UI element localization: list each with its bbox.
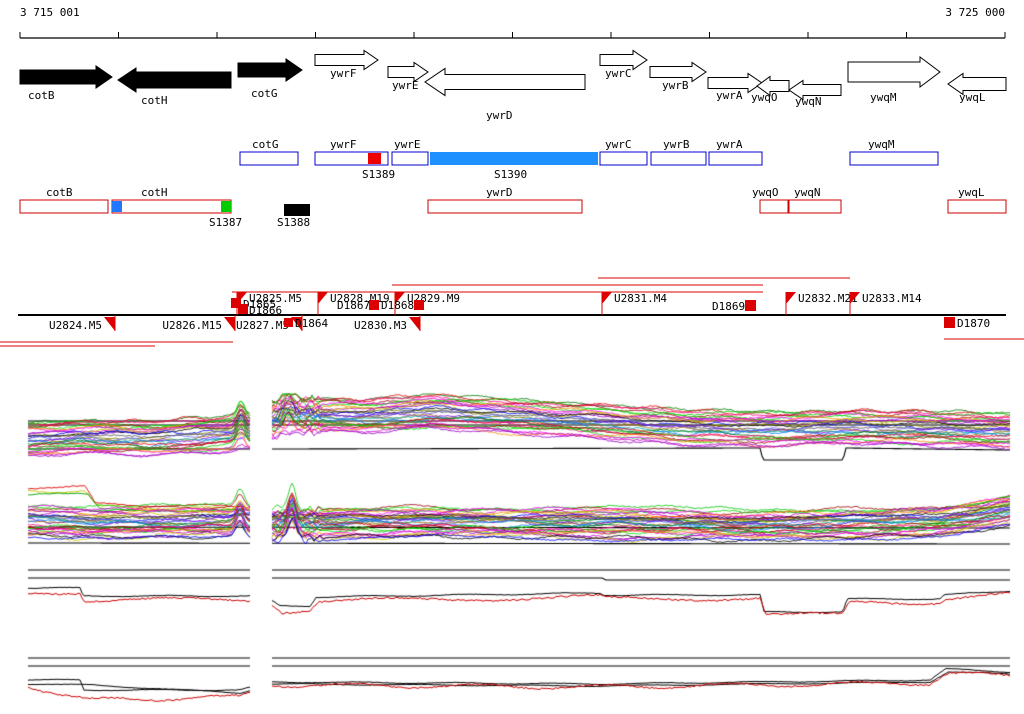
primer-flag-icon [104, 317, 115, 331]
gene-arrow-ywqN[interactable] [788, 79, 842, 101]
blue-probe-box-cotG[interactable] [239, 151, 299, 166]
segment-label-S1389: S1389 [362, 168, 395, 181]
red-probe-box-ywqL[interactable] [947, 199, 1007, 214]
blue-probe-box-ywrA[interactable] [708, 151, 763, 166]
segment-label-S1387: S1387 [209, 216, 242, 229]
deletion-marker-icon [745, 300, 756, 311]
gene-arrow-cotH[interactable] [117, 67, 232, 93]
red-box-label-ywqL: ywqL [958, 186, 985, 199]
primer-flag-U2830.M3[interactable]: U2830.M3 [354, 319, 407, 332]
primer-flag-U2824.M5[interactable]: U2824.M5 [49, 319, 102, 332]
primer-flag-icon [395, 292, 405, 304]
blue-probe-box-ywrE[interactable] [391, 151, 429, 166]
primer-flag-icon [602, 292, 612, 304]
blue-box-label-ywrE: ywrE [394, 138, 421, 151]
segment-label-S1390: S1390 [494, 168, 527, 181]
ruler-start-label: 3 715 001 [20, 6, 80, 19]
ruler-end-label: 3 725 000 [945, 6, 1005, 19]
blue-box-label-ywqM: ywqM [868, 138, 895, 151]
gene-label-ywrC: ywrC [605, 67, 632, 80]
blue-box-label-ywrC: ywrC [605, 138, 632, 151]
gene-arrow-ywrE[interactable] [387, 61, 429, 83]
primer-flag-U2832.M21[interactable]: U2832.M21 [798, 292, 858, 305]
deletion-marker-icon [284, 318, 293, 327]
primer-flag-U2833.M14[interactable]: U2833.M14 [862, 292, 922, 305]
gene-arrow-ywrD[interactable] [424, 67, 586, 97]
gene-label-ywrE: ywrE [392, 79, 419, 92]
blue-probe-box-ywqM[interactable] [849, 151, 939, 166]
primer-flag-icon [291, 317, 302, 331]
deletion-marker-icon [238, 304, 248, 314]
segment-S1390[interactable] [430, 152, 598, 165]
deletion-marker-D1865[interactable]: D1865 [243, 298, 276, 311]
gene-label-ywrD: ywrD [486, 109, 513, 122]
gene-label-cotH: cotH [141, 94, 168, 107]
gene-label-ywqN: ywqN [795, 95, 822, 108]
blue-box-label-ywrF: ywrF [330, 138, 357, 151]
red-probe-box-cotB[interactable] [19, 199, 109, 214]
deletion-marker-D1867[interactable]: D1867 [337, 299, 370, 312]
blue-probe-box-ywrC[interactable] [599, 151, 648, 166]
primer-flag-icon [850, 292, 860, 304]
red-box-label-cotH: cotH [141, 186, 168, 199]
red-probe-box-ywqO[interactable] [759, 199, 789, 214]
probe-mark [112, 201, 122, 212]
primer-flag-U2831.M4[interactable]: U2831.M4 [614, 292, 667, 305]
gene-label-ywqL: ywqL [959, 91, 986, 104]
primer-flag-icon [318, 292, 328, 304]
gene-arrow-ywqL[interactable] [947, 72, 1007, 96]
deletion-marker-icon [944, 317, 955, 328]
primer-flag-U2825.M5[interactable]: U2825.M5 [249, 292, 302, 305]
red-box-label-ywqN: ywqN [794, 186, 821, 199]
gene-label-ywrA: ywrA [716, 89, 743, 102]
deletion-marker-D1864[interactable]: D1864 [295, 317, 328, 330]
red-probe-box-ywqN[interactable] [788, 199, 842, 214]
probe-mark [221, 201, 231, 212]
gene-label-ywqM: ywqM [870, 91, 897, 104]
gene-arrow-ywrF[interactable] [314, 49, 379, 71]
segment-S1388[interactable] [284, 204, 310, 216]
primer-flag-icon [409, 317, 420, 331]
gene-label-cotG: cotG [251, 87, 278, 100]
gene-label-cotB: cotB [28, 89, 55, 102]
primer-flag-icon [786, 292, 796, 304]
red-probe-box-cotH[interactable] [111, 199, 232, 214]
segment-label-S1388: S1388 [277, 216, 310, 229]
primer-flag-icon [224, 317, 235, 331]
gene-label-ywrF: ywrF [330, 67, 357, 80]
gene-arrow-ywqO[interactable] [756, 75, 790, 97]
red-probe-box-ywrD[interactable] [427, 199, 583, 214]
primer-flag-U2827.M5[interactable]: U2827.M5 [236, 319, 289, 332]
deletion-marker-D1870[interactable]: D1870 [957, 317, 990, 330]
blue-box-label-cotG: cotG [252, 138, 279, 151]
deletion-marker-D1868[interactable]: D1868 [381, 299, 414, 312]
deletion-marker-D1869[interactable]: D1869 [712, 300, 745, 313]
gene-arrow-ywrC[interactable] [599, 49, 648, 71]
deletion-marker-icon [231, 298, 241, 308]
probe-mark [368, 153, 381, 164]
gene-arrow-cotG[interactable] [237, 58, 303, 82]
blue-probe-box-ywrB[interactable] [650, 151, 707, 166]
primer-flag-U2826.M15[interactable]: U2826.M15 [162, 319, 222, 332]
deletion-marker-icon [369, 300, 379, 310]
red-box-label-ywqO: ywqO [752, 186, 779, 199]
gene-arrow-ywqM[interactable] [847, 56, 941, 88]
blue-box-label-ywrA: ywrA [716, 138, 743, 151]
deletion-marker-icon [414, 300, 424, 310]
gene-arrow-ywrA[interactable] [707, 72, 763, 94]
gene-arrow-cotB[interactable] [19, 65, 113, 89]
blue-box-label-ywrB: ywrB [663, 138, 690, 151]
gene-label-ywqO: ywqO [751, 91, 778, 104]
gene-label-ywrB: ywrB [662, 79, 689, 92]
deletion-marker-D1866[interactable]: D1866 [249, 304, 282, 317]
red-box-label-cotB: cotB [46, 186, 73, 199]
gene-arrow-ywrB[interactable] [649, 61, 707, 83]
red-box-label-ywrD: ywrD [486, 186, 513, 199]
